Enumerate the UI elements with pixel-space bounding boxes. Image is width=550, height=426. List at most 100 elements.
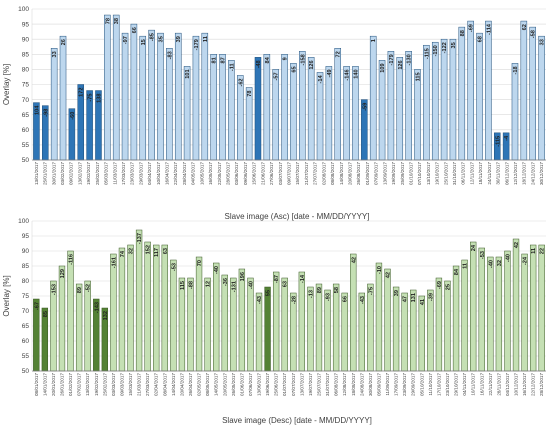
bar	[325, 66, 333, 161]
y-tick-label: 85	[22, 52, 30, 59]
bar-value-label: 63	[283, 281, 289, 287]
x-tick-label: 14/01/2017	[42, 373, 47, 396]
bar-value-label: -13	[308, 290, 314, 298]
x-tick-label: 03/06/2017	[234, 162, 239, 185]
x-tick-label: 25/06/2017	[274, 373, 279, 396]
y-tick-label: 95	[22, 21, 30, 28]
x-tick-label: 31/07/2017	[325, 373, 330, 396]
x-tick-label: 25/02/2017	[95, 162, 100, 185]
bar-value-label: 68	[478, 36, 484, 42]
bar-value-label: 26	[61, 39, 67, 45]
x-tick-label: 12/08/2017	[342, 373, 347, 396]
bar-value-label: -122	[442, 42, 448, 53]
bar-value-label: -97	[123, 36, 129, 44]
x-tick-label: 04/11/2017	[462, 373, 467, 396]
x-tick-label: 28/12/2017	[539, 373, 544, 396]
bar-value-label: -39	[428, 293, 434, 301]
bar-value-label: 11	[463, 263, 469, 269]
bar	[316, 72, 324, 161]
bar	[84, 280, 91, 372]
bar	[272, 69, 279, 161]
x-tick-label: 07/10/2017	[417, 162, 422, 185]
x-tick-label: 09/06/2017	[243, 162, 248, 185]
bar-value-label: -40	[488, 260, 494, 268]
bar-value-label: 84	[454, 268, 460, 275]
bar-value-label: 1	[371, 39, 377, 42]
bar-value-label: 140	[353, 69, 359, 78]
x-tick-label: 28/04/2017	[182, 162, 187, 185]
bar	[228, 60, 235, 161]
panel-asc: 50 55 60 65 70 75 80 85 90 95 100 Overlay [%] 104 -98…	[2, 6, 546, 221]
bar-value-label: 109	[380, 63, 386, 72]
bar	[183, 66, 191, 161]
x-tick-label: 24/11/2017	[487, 162, 492, 185]
x-tick-label: 17/10/2017	[436, 373, 441, 396]
x-tick-label: 01/02/2017	[68, 373, 73, 396]
bar	[324, 289, 331, 372]
bar	[192, 35, 200, 161]
bar-value-label: 39	[394, 290, 400, 296]
x-tick-label: 25/07/2017	[316, 373, 321, 396]
y-tick-label: 70	[22, 308, 30, 315]
bar-value-label: 35	[451, 42, 457, 48]
bar-value-label: -4	[504, 135, 510, 141]
bar-value-label: -52	[86, 284, 92, 292]
bar-value-label: 78	[247, 91, 253, 97]
x-tick-label: 13/09/2017	[382, 162, 387, 185]
x-tick-label: 11/09/2017	[385, 373, 390, 396]
bar	[511, 63, 519, 161]
bar-value-label: 66	[132, 27, 138, 33]
bar	[298, 271, 306, 372]
bar	[332, 283, 340, 372]
bar	[307, 57, 315, 161]
bar-value-label: 72	[336, 51, 342, 57]
x-tick-label: 25/10/2017	[443, 162, 448, 185]
y-tick-label: 100	[18, 6, 29, 13]
x-tick-label: 24/12/2017	[530, 162, 535, 185]
bar	[67, 250, 74, 372]
x-tick-label: 10/12/2017	[514, 373, 519, 396]
bar	[435, 277, 443, 372]
bar	[170, 259, 177, 372]
bar-value-label: -62	[238, 78, 244, 86]
bar	[272, 271, 280, 372]
bar	[461, 259, 468, 372]
x-tick-label: 30/08/2017	[368, 373, 373, 396]
bar	[174, 32, 182, 161]
x-tick-label: 21/03/2017	[137, 373, 142, 396]
bar	[59, 35, 67, 161]
bar	[485, 20, 492, 161]
x-tick-label: 18/11/2017	[478, 162, 483, 185]
bar	[449, 38, 457, 161]
bar	[58, 265, 66, 372]
x-tick-label: 30/11/2017	[496, 162, 501, 185]
bar-value-label: -11	[229, 63, 235, 71]
bar	[121, 32, 129, 161]
bar-value-label: 9	[283, 57, 289, 60]
bar-value-label: 115	[180, 281, 186, 290]
x-tick-label: 05/09/2017	[376, 373, 381, 396]
bar-value-label: 138	[96, 94, 102, 103]
x-tick-label: 03/02/2017	[60, 162, 65, 185]
bar-value-label: 132	[103, 311, 109, 320]
y-tick-label: 60	[22, 127, 30, 134]
bar-value-label: 22	[540, 248, 546, 254]
bar	[341, 292, 348, 372]
bar-value-label: -53	[171, 263, 177, 271]
bar	[470, 241, 477, 372]
bar-value-label: 81	[212, 57, 218, 63]
bar-value-label: -150	[433, 45, 439, 56]
bar-value-label: 87	[221, 57, 227, 63]
x-tick-label: 01/10/2017	[408, 162, 413, 185]
x-tick-label: 02/05/2017	[197, 373, 202, 396]
x-tick-label: 19/10/2017	[435, 162, 440, 185]
bar	[504, 250, 511, 372]
x-tick-label: 09/03/2017	[119, 373, 124, 396]
bar	[178, 277, 186, 372]
x-tick-label: 16/05/2017	[208, 162, 213, 185]
x-tick-label: 06/11/2017	[461, 162, 466, 185]
x-tick-label: 10/05/2017	[199, 162, 204, 185]
x-tick-label: 01/07/2017	[282, 373, 287, 396]
